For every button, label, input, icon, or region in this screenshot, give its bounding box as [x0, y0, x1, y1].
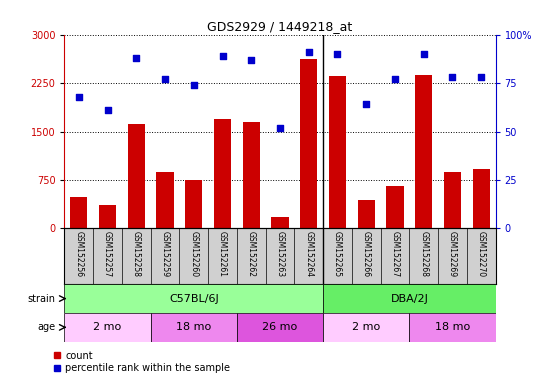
Text: 18 mo: 18 mo — [435, 322, 470, 333]
Point — [448, 74, 457, 80]
Bar — [329, 76, 346, 228]
Point — [362, 101, 371, 108]
Bar — [214, 119, 231, 228]
Bar — [300, 59, 318, 228]
Point — [333, 51, 342, 57]
Bar — [70, 197, 87, 228]
Point — [390, 76, 399, 82]
Legend: count, percentile rank within the sample: count, percentile rank within the sample — [50, 347, 234, 377]
Title: GDS2929 / 1449218_at: GDS2929 / 1449218_at — [207, 20, 353, 33]
Point — [218, 53, 227, 59]
Bar — [64, 284, 323, 313]
Text: GSM152257: GSM152257 — [103, 231, 112, 277]
Bar — [156, 172, 174, 228]
Text: GSM152270: GSM152270 — [477, 231, 486, 277]
Text: GSM152260: GSM152260 — [189, 231, 198, 277]
Point — [132, 55, 141, 61]
Text: GSM152258: GSM152258 — [132, 231, 141, 277]
Point — [189, 82, 198, 88]
Bar — [272, 217, 288, 228]
Text: GSM152268: GSM152268 — [419, 231, 428, 277]
Text: GSM152261: GSM152261 — [218, 231, 227, 277]
Text: GSM152262: GSM152262 — [247, 231, 256, 277]
Text: GSM152259: GSM152259 — [161, 231, 170, 277]
Bar — [242, 122, 260, 228]
Point — [304, 49, 313, 55]
Text: 2 mo: 2 mo — [352, 322, 380, 333]
Text: GSM152264: GSM152264 — [304, 231, 313, 277]
Text: strain: strain — [28, 293, 56, 304]
Bar — [386, 187, 404, 228]
Bar — [185, 180, 202, 228]
Bar — [323, 313, 409, 342]
Bar — [358, 200, 375, 228]
Bar — [415, 74, 432, 228]
Text: GSM152269: GSM152269 — [448, 231, 457, 277]
Text: DBA/2J: DBA/2J — [390, 293, 428, 304]
Text: GSM152263: GSM152263 — [276, 231, 284, 277]
Point — [103, 107, 112, 113]
Point — [477, 74, 486, 80]
Bar — [64, 313, 151, 342]
Text: 2 mo: 2 mo — [94, 322, 122, 333]
Text: 18 mo: 18 mo — [176, 322, 211, 333]
Bar — [128, 124, 145, 228]
Bar — [237, 313, 323, 342]
Text: 26 mo: 26 mo — [263, 322, 297, 333]
Point — [419, 51, 428, 57]
Bar — [99, 205, 116, 228]
Bar — [473, 169, 490, 228]
Text: GSM152267: GSM152267 — [390, 231, 399, 277]
Text: GSM152265: GSM152265 — [333, 231, 342, 277]
Bar — [444, 172, 461, 228]
Text: GSM152266: GSM152266 — [362, 231, 371, 277]
Point — [247, 57, 256, 63]
Text: age: age — [38, 322, 56, 333]
Point — [161, 76, 170, 82]
Bar — [409, 313, 496, 342]
Bar — [323, 284, 496, 313]
Text: GSM152256: GSM152256 — [74, 231, 83, 277]
Point — [276, 124, 284, 131]
Bar — [151, 313, 237, 342]
Point — [74, 94, 83, 100]
Text: C57BL/6J: C57BL/6J — [169, 293, 218, 304]
